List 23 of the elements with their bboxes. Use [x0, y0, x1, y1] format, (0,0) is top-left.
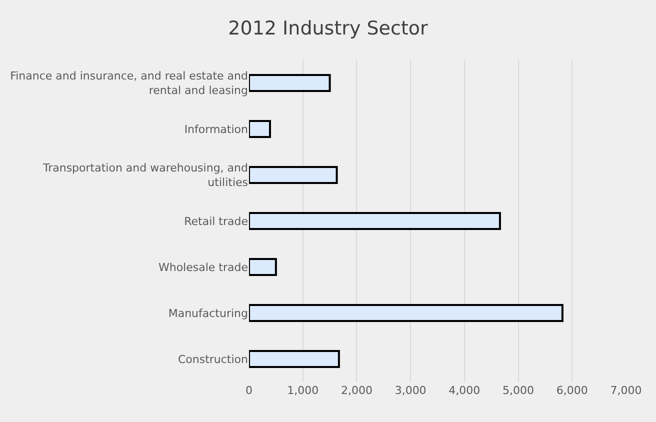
y-tick-label: Manufacturing — [168, 306, 248, 320]
x-tick-label: 4,000 — [448, 384, 480, 397]
bar — [249, 258, 277, 276]
y-tick-label: Finance and insurance, and real estate and rental and leasing — [10, 70, 248, 97]
bar — [249, 350, 340, 368]
x-tick-label: 1,000 — [287, 384, 319, 397]
bar — [249, 212, 501, 230]
y-tick-label: Retail trade — [184, 214, 248, 228]
y-tick-label: Wholesale trade — [158, 260, 248, 274]
bar — [249, 74, 331, 92]
bar — [249, 120, 271, 138]
y-tick-label: Construction — [178, 352, 248, 366]
x-tick-label: 7,000 — [610, 384, 642, 397]
y-tick-label: Information — [184, 122, 248, 136]
x-tick-label: 2,000 — [340, 384, 372, 397]
bar — [249, 166, 338, 184]
x-tick-label: 5,000 — [502, 384, 534, 397]
bar — [249, 304, 564, 322]
x-tick-label: 0 — [246, 384, 252, 397]
chart-title: 2012 Industry Sector — [228, 17, 428, 40]
x-tick-label: 3,000 — [394, 384, 426, 397]
x-tick-label: 6,000 — [556, 384, 588, 397]
y-tick-label: Transportation and warehousing, and utilities — [42, 162, 248, 189]
